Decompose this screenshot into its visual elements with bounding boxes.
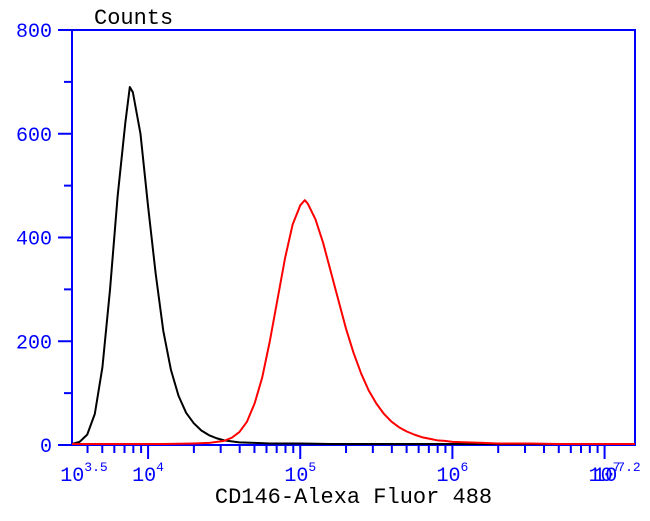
y-axis-label: Counts [94, 6, 173, 31]
flow-cytometry-chart: 0200400600800104105106107103.5107.2Count… [0, 0, 650, 521]
plot-frame [72, 30, 635, 445]
x-tick-label: 104 [132, 460, 164, 488]
y-tick-label: 0 [40, 436, 52, 459]
chart-container: 0200400600800104105106107103.5107.2Count… [0, 0, 650, 521]
x-tick-label: 106 [436, 460, 468, 488]
y-tick-label: 200 [16, 332, 52, 355]
y-tick-label: 400 [16, 229, 52, 252]
x-axis-label: CD146-Alexa Fluor 488 [215, 485, 492, 510]
y-tick-label: 800 [16, 21, 52, 44]
y-tick-label: 600 [16, 125, 52, 148]
x-tick-label: 103.5 [60, 460, 107, 488]
x-tick-label: 107.2 [593, 460, 640, 488]
x-tick-label: 105 [284, 460, 316, 488]
